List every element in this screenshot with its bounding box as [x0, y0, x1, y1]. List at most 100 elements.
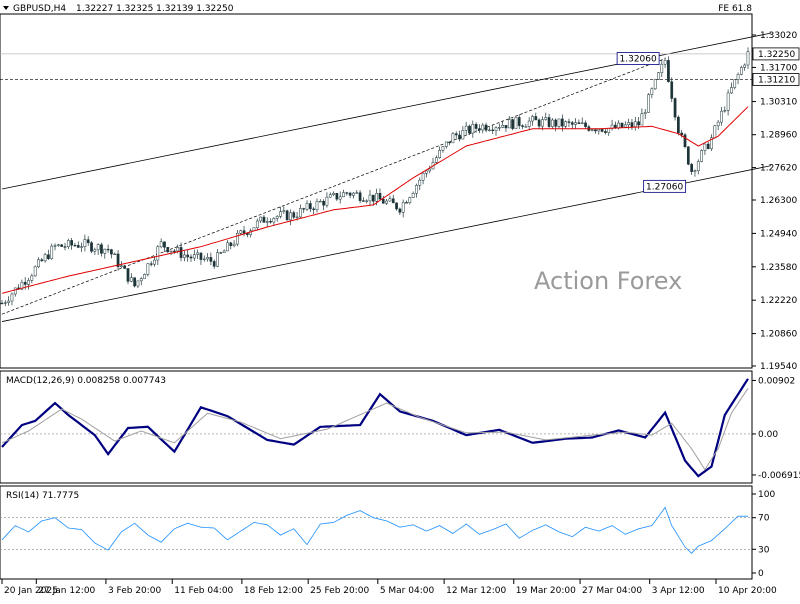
time-tick-label: 12 Mar 12:00: [446, 586, 506, 596]
candle-body: [100, 244, 103, 254]
price-tick-label: 1.19540: [760, 362, 797, 372]
price-panel-frame: [0, 13, 753, 369]
candle-body: [504, 125, 508, 129]
candle-body: [116, 253, 120, 267]
candle-body: [560, 118, 564, 127]
candle-body: [199, 252, 203, 260]
candle-body: [567, 121, 571, 123]
candle-body: [176, 247, 180, 252]
dropdown-triangle-icon[interactable]: [3, 6, 9, 10]
candle-body: [0, 302, 4, 305]
candle-body: [106, 248, 110, 251]
price-tick-label: 1.24940: [760, 229, 797, 239]
candle-body: [428, 168, 432, 172]
candle-body: [604, 131, 607, 133]
candle-body: [494, 127, 498, 131]
candle-body: [531, 116, 534, 122]
candle-body: [693, 170, 697, 172]
candle-body: [375, 193, 379, 202]
candle-body: [521, 125, 524, 127]
candle-body: [328, 194, 332, 198]
candle-body: [388, 198, 392, 202]
candle-body: [305, 203, 309, 210]
candle-body: [371, 194, 375, 202]
candle-body: [365, 200, 369, 202]
macd-tick-label: 0.00: [758, 430, 778, 440]
candle-body: [325, 196, 329, 206]
current-price-tag: [752, 47, 800, 61]
candle-body: [650, 88, 654, 95]
candle-body: [113, 253, 117, 255]
candle-body: [478, 128, 481, 131]
candle-body: [564, 121, 567, 127]
ohlc-values: 1.32227 1.32325 1.32139 1.32250: [76, 4, 234, 14]
candle-body: [265, 221, 269, 223]
candle-body: [557, 118, 561, 127]
candle-body: [50, 245, 54, 259]
candle-body: [289, 212, 292, 221]
candle-body: [488, 129, 491, 131]
price-tick-label: 1.20860: [760, 330, 797, 340]
time-tick-label: 10 Apr 20:00: [718, 586, 777, 596]
candle-body: [86, 239, 90, 243]
candle-body: [226, 242, 229, 252]
candle-body: [272, 218, 276, 223]
price-tick-label: 1.26300: [760, 196, 797, 206]
candle-body: [212, 261, 216, 267]
candle-body: [103, 248, 107, 254]
candle-body: [123, 265, 127, 269]
candle-body: [63, 246, 67, 248]
candle-body: [355, 192, 359, 194]
price-tick-label: 1.22220: [760, 296, 797, 306]
candle-body: [580, 122, 584, 124]
candle-body: [189, 256, 193, 259]
candle-body: [166, 247, 170, 253]
candle-body: [511, 119, 514, 129]
candle-body: [236, 233, 239, 245]
candle-body: [501, 125, 504, 128]
rsi-tick-label: 100: [758, 490, 775, 500]
annotation-box: [616, 52, 660, 65]
candle-body: [37, 259, 40, 268]
candle-body: [255, 220, 259, 228]
macd-tick-label: 0.00902: [758, 376, 795, 386]
candle-body: [222, 250, 226, 253]
candle-body: [186, 254, 190, 258]
candle-body: [139, 278, 143, 282]
time-tick-label: 27 Mar 04:00: [582, 586, 642, 596]
candle-body: [338, 196, 342, 200]
candle-body: [700, 150, 703, 162]
candle-body: [683, 134, 687, 148]
candle-body: [723, 110, 727, 112]
channel-lower-line: [1, 165, 772, 322]
candle-body: [434, 157, 438, 163]
candle-body: [70, 240, 73, 246]
candle-body: [514, 117, 518, 129]
rsi-tick-label: 70: [758, 514, 770, 524]
rsi-title: RSI(14) 71.7775: [6, 491, 79, 501]
candle-body: [47, 254, 50, 259]
candle-body: [285, 210, 289, 221]
candle-body: [570, 122, 574, 125]
candle-body: [40, 259, 44, 262]
macd-main-line: [1, 378, 749, 478]
candle-body: [202, 258, 206, 260]
candle-body: [438, 150, 442, 158]
price-tick-label: 1.30310: [760, 98, 797, 108]
candle-body: [73, 244, 77, 247]
candle-body: [657, 72, 660, 80]
candle-body: [242, 230, 246, 234]
candle-body: [275, 216, 279, 219]
candle-body: [544, 117, 548, 120]
candle-body: [740, 67, 743, 75]
candle-body: [143, 274, 146, 279]
candle-body: [411, 192, 415, 198]
time-tick-label: 3 Feb 20:00: [108, 586, 162, 596]
candle-body: [637, 121, 640, 126]
candle-body: [216, 252, 219, 267]
annotation-label: 1.27060: [646, 182, 683, 192]
time-tick-label: 19 Mar 20:00: [516, 586, 576, 596]
candle-body: [597, 129, 601, 132]
candle-body: [308, 203, 312, 210]
